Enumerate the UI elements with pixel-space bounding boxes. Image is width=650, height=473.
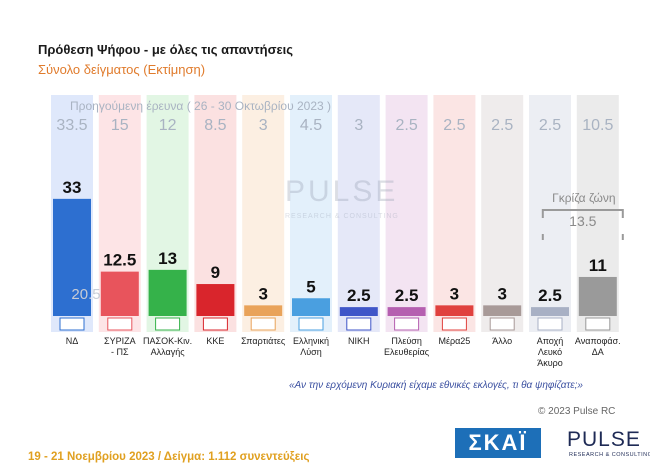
previous-value-label: 10.5 bbox=[582, 117, 613, 134]
category-label: ΝΙΚΗ bbox=[348, 336, 370, 346]
category-label: Αποχή bbox=[537, 336, 564, 346]
pulse-logo-text: PULSE bbox=[567, 428, 641, 451]
category-label: ΣΥΡΙΖΑ bbox=[104, 336, 136, 346]
bar bbox=[292, 298, 330, 316]
category-label: ΠΑΣΟΚ-Κιν. bbox=[143, 336, 192, 346]
category-label: ΚΚΕ bbox=[206, 336, 224, 346]
watermark-text: PULSE bbox=[285, 175, 399, 208]
party-logo-icon bbox=[394, 317, 420, 331]
page-title: Πρόθεση Ψήφου - με όλες τις απαντήσεις bbox=[38, 42, 294, 57]
party-logo-icon bbox=[489, 317, 515, 331]
previous-value-label: 3 bbox=[354, 117, 363, 134]
bar bbox=[244, 305, 283, 316]
category-label: Ελευθερίας bbox=[384, 347, 430, 357]
category-label: - ΠΣ bbox=[111, 347, 129, 357]
previous-value-label: 2.5 bbox=[539, 117, 561, 134]
bar-value-label: 3 bbox=[497, 284, 506, 303]
category-label: ΔΑ bbox=[592, 347, 604, 357]
bar-value-label: 3 bbox=[450, 284, 459, 303]
previous-value-label: 2.5 bbox=[395, 117, 417, 134]
category-label: Σπαρτιάτες bbox=[241, 336, 286, 346]
bar bbox=[53, 198, 91, 316]
bar-value-label: 3 bbox=[258, 284, 267, 303]
party-logo-icon bbox=[346, 317, 372, 331]
category-label: Λύση bbox=[300, 347, 322, 357]
bar-value-label: 13 bbox=[158, 249, 177, 268]
column-band bbox=[337, 95, 380, 332]
party-logo-icon bbox=[202, 317, 228, 331]
column-band bbox=[242, 95, 285, 332]
nd-annotation-label: 20.5 bbox=[71, 286, 100, 303]
column-band bbox=[481, 95, 524, 332]
previous-survey-label: Προηγούμενη έρευνα ( 26 - 30 Οκτωβρίου 2… bbox=[70, 99, 331, 113]
category-label: Λευκό bbox=[538, 347, 562, 357]
previous-value-label: 2.5 bbox=[491, 117, 513, 134]
bar-value-label: 2.5 bbox=[347, 286, 371, 305]
previous-value-label: 12 bbox=[159, 117, 177, 134]
pulse-watermark: PULSE RESEARCH & CONSULTING bbox=[255, 175, 415, 235]
bar-value-label: 2.5 bbox=[538, 286, 562, 305]
bar-value-label: 9 bbox=[211, 263, 220, 282]
category-label: Άκυρο bbox=[537, 358, 563, 368]
bar-value-label: 11 bbox=[589, 256, 607, 275]
grey-zone-value: 13.5 bbox=[569, 213, 596, 229]
category-label: Άλλο bbox=[492, 336, 512, 346]
category-label: ΝΔ bbox=[66, 336, 79, 346]
category-label: Αναποφάσ. bbox=[575, 336, 621, 346]
bar bbox=[483, 305, 522, 316]
bar bbox=[339, 307, 378, 316]
party-logo-icon bbox=[441, 317, 467, 331]
previous-value-label: 15 bbox=[111, 117, 129, 134]
column-band bbox=[529, 95, 571, 332]
pulse-logo: PULSE RESEARCH & CONSULTING bbox=[553, 428, 650, 462]
copyright-text: © 2023 Pulse RC bbox=[538, 406, 616, 417]
bar bbox=[435, 305, 474, 316]
column-band bbox=[433, 95, 476, 332]
pulse-logo-subtext: RESEARCH & CONSULTING bbox=[569, 452, 650, 458]
skai-logo: ΣΚΑΪ bbox=[455, 428, 541, 458]
bar bbox=[531, 307, 569, 316]
bar bbox=[387, 307, 426, 316]
bar bbox=[148, 269, 187, 316]
bar bbox=[100, 271, 139, 316]
column-band bbox=[290, 95, 332, 332]
grey-zone-bracket bbox=[541, 209, 624, 218]
party-logo-icon bbox=[585, 317, 611, 331]
category-label: Μέρα25 bbox=[438, 336, 470, 346]
grey-zone-bracket-lower bbox=[541, 234, 624, 240]
party-logo-icon bbox=[250, 317, 276, 331]
bar-value-label: 33 bbox=[63, 178, 82, 197]
previous-value-label: 4.5 bbox=[300, 117, 322, 134]
bar-value-label: 2.5 bbox=[395, 286, 419, 305]
previous-value-label: 2.5 bbox=[443, 117, 465, 134]
party-logo-icon bbox=[59, 317, 85, 331]
bar-value-label: 12.5 bbox=[103, 251, 136, 270]
bar-value-label: 5 bbox=[306, 277, 315, 296]
party-logo-icon bbox=[155, 317, 181, 331]
previous-value-label: 8.5 bbox=[204, 117, 226, 134]
column-band bbox=[385, 95, 428, 332]
bar bbox=[578, 276, 617, 316]
survey-info: 19 - 21 Νοεμβρίου 2023 / Δείγμα: 1.112 σ… bbox=[28, 451, 310, 463]
footer-bar bbox=[0, 441, 650, 473]
party-logo-icon bbox=[107, 317, 133, 331]
survey-question: «Αν την ερχόμενη Κυριακή είχαμε εθνικές … bbox=[289, 380, 583, 391]
category-label: Αλλαγής bbox=[151, 347, 186, 357]
category-label: Πλεύση bbox=[391, 336, 422, 346]
party-logo-icon bbox=[537, 317, 563, 331]
party-logo-icon bbox=[298, 317, 324, 331]
category-label: Ελληνική bbox=[293, 336, 329, 346]
watermark-subtext: RESEARCH & CONSULTING bbox=[285, 213, 399, 220]
page-subtitle: Σύνολο δείγματος (Εκτίμηση) bbox=[38, 62, 206, 77]
previous-value-label: 3 bbox=[259, 117, 268, 134]
bar bbox=[196, 284, 235, 316]
previous-value-label: 33.5 bbox=[56, 117, 87, 134]
grey-zone-label: Γκρίζα ζώνη bbox=[552, 191, 615, 205]
